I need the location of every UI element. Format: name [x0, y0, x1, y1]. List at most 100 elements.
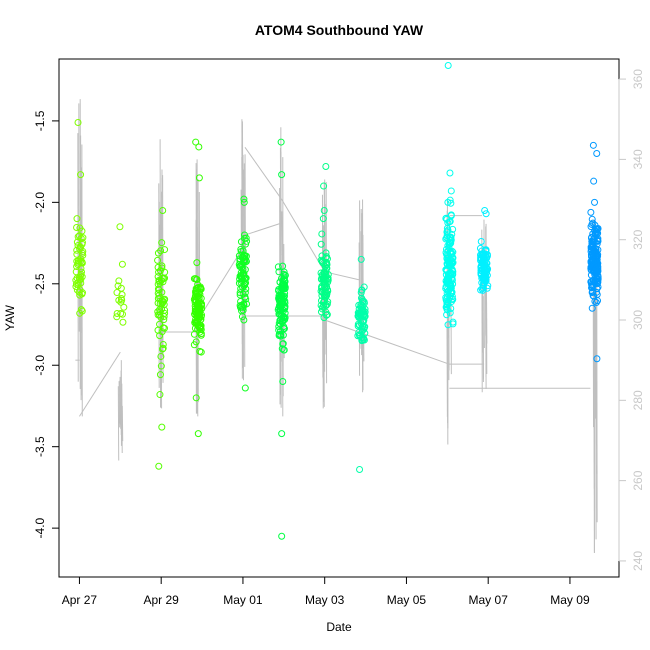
yaw-point: [446, 196, 454, 204]
yaw-point: [118, 260, 126, 268]
yaw-point: [448, 275, 456, 283]
yaw-line-connector: [324, 319, 450, 365]
y2-tick-label: 240: [631, 551, 645, 571]
yaw-point: [116, 223, 124, 231]
yaw-point: [317, 240, 325, 248]
yaw-point: [154, 249, 162, 257]
yaw-point: [482, 246, 490, 254]
yaw-point: [593, 277, 601, 285]
yaw-point: [590, 292, 598, 300]
yaw-point: [194, 430, 202, 438]
point-series: [72, 62, 602, 540]
yaw-line-connector: [242, 223, 280, 237]
yaw-point: [196, 323, 204, 331]
yaw-point: [243, 300, 251, 308]
yaw-line-connector: [197, 247, 244, 321]
yaw-point: [477, 237, 485, 245]
y-tick-label: -3.0: [33, 355, 47, 376]
yaw-point: [275, 323, 283, 331]
yaw-point: [444, 321, 452, 329]
yaw-point: [240, 316, 248, 324]
y2-tick-label: 280: [631, 390, 645, 410]
yaw-point: [589, 251, 597, 259]
yaw-point: [155, 462, 163, 470]
yaw-point: [194, 325, 202, 333]
yaw-point: [159, 299, 167, 307]
yaw-point: [243, 237, 251, 245]
yaw-point: [323, 264, 331, 272]
yaw-point: [158, 239, 166, 247]
yaw-point: [355, 301, 363, 309]
yaw-point: [444, 62, 452, 70]
yaw-point: [318, 252, 326, 260]
yaw-point: [482, 210, 490, 218]
yaw-point: [278, 532, 286, 540]
yaw-point: [78, 227, 86, 235]
yaw-point: [589, 219, 597, 227]
yaw-point: [477, 267, 485, 275]
x-tick-label: May 01: [223, 593, 263, 607]
yaw-point: [591, 198, 599, 206]
yaw-point: [281, 289, 289, 297]
yaw-point: [447, 259, 455, 267]
yaw-point: [447, 187, 455, 195]
yaw-point: [192, 138, 200, 146]
yaw-point: [449, 225, 457, 233]
axes: Apr 27 Apr 29 May 01 May 03 May 05 May 07 May …: [33, 69, 645, 607]
yaw-point: [236, 272, 244, 280]
yaw-point: [587, 208, 595, 216]
yaw-point: [590, 246, 598, 254]
yaw-point: [119, 318, 127, 326]
yaw-point: [160, 324, 168, 332]
x-tick-label: Apr 27: [62, 593, 98, 607]
yaw-point: [240, 282, 248, 290]
yaw-point: [359, 298, 367, 306]
yaw-point: [449, 296, 457, 304]
yaw-point: [77, 257, 85, 265]
yaw-point: [594, 297, 602, 305]
yaw-point: [444, 287, 452, 295]
yaw-point: [443, 232, 451, 240]
y-axis-label: YAW: [3, 304, 17, 331]
yaw-point: [360, 334, 368, 342]
line-series: [75, 99, 598, 553]
yaw-point: [589, 238, 597, 246]
yaw-point: [318, 292, 326, 300]
y2-tick-label: 260: [631, 470, 645, 490]
y-tick-label: -2.5: [33, 273, 47, 294]
yaw-point: [480, 279, 488, 287]
yaw-point: [115, 277, 123, 285]
yaw-point: [241, 384, 249, 392]
yaw-point: [77, 171, 85, 179]
plot-frame: [58, 58, 620, 578]
yaw-point: [195, 289, 203, 297]
yaw-point: [157, 352, 165, 360]
yaw-point: [192, 297, 200, 305]
yaw-point: [278, 171, 286, 179]
yaw-point: [158, 423, 166, 431]
yaw-point: [317, 275, 325, 283]
yaw-point: [478, 251, 486, 259]
yaw-point: [73, 215, 81, 223]
yaw-point: [72, 268, 80, 276]
yaw-point: [446, 217, 454, 225]
yaw-point: [278, 284, 286, 292]
yaw-point: [280, 293, 288, 301]
yaw-point: [241, 231, 249, 239]
yaw-point: [237, 297, 245, 305]
yaw-point: [591, 256, 599, 264]
yaw-point: [157, 362, 165, 370]
yaw-point: [354, 312, 362, 320]
yaw-point: [444, 198, 452, 206]
yaw-point: [443, 306, 451, 314]
yaw-point: [159, 206, 167, 214]
yaw-point: [319, 303, 327, 311]
yaw-point: [317, 287, 325, 295]
yaw-point: [79, 234, 87, 242]
yaw-point: [588, 289, 596, 297]
yaw-point: [237, 245, 245, 253]
yaw-point: [319, 215, 327, 223]
yaw-point: [443, 224, 451, 232]
yaw-point: [154, 285, 162, 293]
yaw-point: [592, 227, 600, 235]
